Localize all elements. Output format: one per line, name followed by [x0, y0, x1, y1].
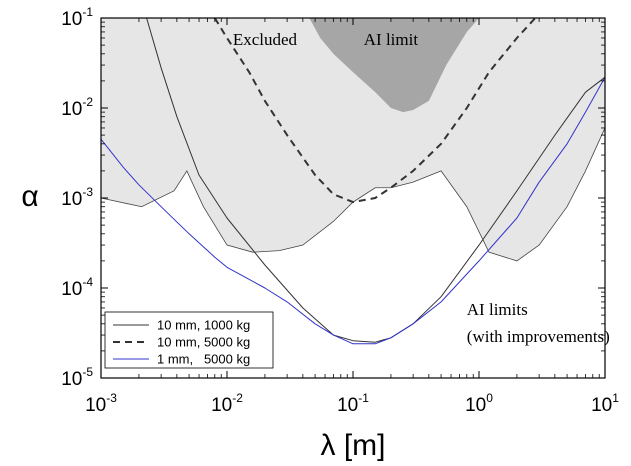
legend-label: 10 mm, 1000 kg: [157, 318, 250, 333]
annotation-label: AI limit: [364, 30, 419, 49]
shaded-regions: [101, 18, 605, 262]
y-tick-label: 10-5: [61, 365, 93, 390]
y-tick-label: 10-2: [61, 95, 93, 120]
series-line-2: [213, 18, 537, 204]
y-tick-label: 10-1: [61, 5, 93, 30]
y-tick-labels: 10-5 10-4 10-3 10-2 10-1: [61, 5, 93, 390]
annotation-label: Excluded: [233, 30, 298, 49]
axis-ticks: [100, 17, 606, 379]
y-axis-label: α: [21, 180, 38, 213]
series-lines: [101, 18, 605, 345]
x-axis-label: λ [m]: [321, 429, 386, 462]
x-tick-label: 10-1: [337, 391, 369, 416]
series-line-3: [101, 76, 605, 345]
series-line-1: [146, 18, 605, 343]
annotations: Excluded AI limit AI limits (with improveme…: [233, 30, 610, 346]
legend-label: 1 mm, 5000 kg: [157, 352, 250, 367]
x-tick-label: 100: [465, 391, 493, 416]
region-excluded: [101, 18, 605, 262]
x-tick-label: 101: [591, 391, 619, 416]
x-tick-labels: 10-3 10-2 10-1 100 101: [85, 391, 619, 416]
x-tick-label: 10-3: [85, 391, 117, 416]
y-tick-label: 10-3: [61, 185, 93, 210]
legend: 10 mm, 1000 kg 10 mm, 5000 kg 1 mm, 5000 k…: [104, 311, 274, 369]
region-ai-limit: [309, 18, 479, 113]
y-tick-label: 10-4: [61, 275, 93, 300]
annotation-label: AI limits: [467, 300, 528, 319]
legend-label: 10 mm, 5000 kg: [157, 335, 250, 350]
annotation-label: (with improvements): [467, 327, 610, 346]
x-tick-label: 10-2: [211, 391, 243, 416]
